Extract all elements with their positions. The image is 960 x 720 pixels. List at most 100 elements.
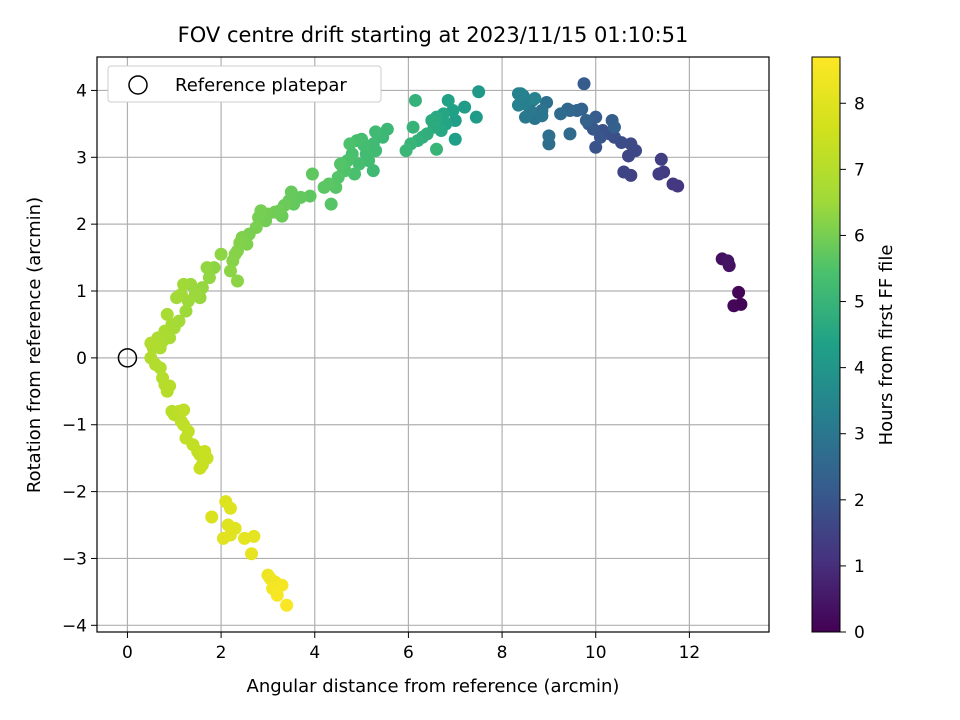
y-tick-label: −2 — [62, 483, 87, 503]
data-point — [654, 152, 668, 166]
y-tick-label: 4 — [76, 81, 87, 101]
data-point — [177, 277, 191, 291]
data-point — [202, 271, 216, 285]
colorbar-tick-label: 1 — [854, 557, 865, 577]
colorbar-tick-label: 0 — [854, 623, 865, 643]
data-point — [160, 307, 174, 321]
x-tick-label: 12 — [679, 643, 701, 663]
data-point — [607, 120, 621, 134]
colorbar — [811, 56, 841, 633]
x-tick-label: 2 — [216, 643, 227, 663]
colorbar-label: Hours from first FF file — [876, 245, 897, 446]
data-point — [324, 197, 338, 211]
data-point — [181, 424, 195, 438]
data-point — [469, 110, 483, 124]
data-point — [732, 285, 746, 299]
data-point — [252, 210, 266, 224]
data-point — [200, 451, 214, 465]
data-point — [535, 109, 549, 123]
data-point — [352, 157, 366, 171]
data-point — [406, 120, 420, 134]
data-point — [425, 114, 439, 128]
legend-marker — [128, 75, 148, 95]
data-point — [542, 129, 556, 143]
data-point — [554, 107, 568, 121]
x-tick-label: 10 — [585, 643, 607, 663]
data-point — [458, 100, 472, 114]
y-tick-label: 0 — [76, 349, 87, 369]
data-points — [144, 77, 748, 612]
x-axis-label: Angular distance from reference (arcmin) — [247, 676, 620, 697]
y-axis-ticks: −4 −3 −2 −1 0 1 2 3 4 — [62, 81, 97, 636]
data-point — [511, 98, 525, 112]
grid-lines — [97, 57, 769, 632]
data-point — [223, 528, 237, 542]
colorbar-tick-label: 7 — [854, 160, 865, 180]
x-tick-label: 0 — [122, 643, 133, 663]
data-point — [317, 180, 331, 194]
data-point — [247, 529, 261, 543]
data-point — [205, 510, 219, 524]
data-point — [280, 598, 294, 612]
data-point — [144, 336, 158, 350]
data-point — [343, 137, 357, 151]
colorbar-tick-label: 6 — [854, 226, 865, 246]
data-point — [448, 132, 462, 146]
y-tick-label: −1 — [62, 416, 87, 436]
legend-box — [107, 65, 382, 103]
data-point — [275, 578, 289, 592]
x-axis-ticks: 0 2 4 6 8 10 12 — [122, 632, 700, 663]
plot-frame — [96, 56, 770, 633]
data-point — [721, 254, 735, 268]
y-tick-label: 2 — [76, 215, 87, 235]
colorbar-tick-label: 8 — [854, 94, 865, 114]
data-point — [666, 177, 680, 191]
data-point — [270, 588, 284, 602]
y-tick-label: 1 — [76, 282, 87, 302]
data-point — [193, 461, 207, 475]
data-point — [223, 501, 237, 515]
colorbar-tick-label: 2 — [854, 491, 865, 511]
y-tick-label: −4 — [62, 616, 87, 636]
data-point — [528, 91, 542, 105]
data-point — [179, 304, 193, 318]
data-point — [577, 77, 591, 91]
data-point — [408, 93, 422, 107]
data-point — [177, 403, 191, 417]
data-point — [226, 254, 240, 268]
data-point — [727, 299, 741, 313]
data-point — [369, 125, 383, 139]
colorbar-ticks: 0 1 2 3 4 5 6 7 8 — [840, 94, 865, 643]
data-point — [223, 264, 237, 278]
data-point — [589, 140, 603, 154]
colorbar-tick-label: 5 — [854, 293, 865, 313]
data-point — [518, 110, 532, 124]
data-point — [430, 142, 444, 156]
reference-marker — [117, 348, 138, 368]
y-tick-label: 3 — [76, 148, 87, 168]
data-point — [366, 164, 380, 178]
data-point — [652, 167, 666, 181]
chart-title: FOV centre drift starting at 2023/11/15 … — [178, 23, 689, 47]
colorbar-tick-label: 3 — [854, 425, 865, 445]
data-point — [153, 361, 167, 375]
data-point — [472, 85, 486, 99]
data-point — [163, 379, 177, 393]
x-tick-label: 8 — [497, 643, 508, 663]
data-point — [334, 157, 348, 171]
data-point — [441, 93, 455, 107]
data-point — [617, 165, 631, 179]
data-point — [579, 114, 593, 128]
data-point — [399, 144, 413, 158]
legend-label: Reference platepar — [175, 75, 347, 96]
data-point — [230, 274, 244, 288]
data-point — [245, 547, 259, 561]
data-point — [331, 170, 345, 184]
y-tick-label: −3 — [62, 549, 87, 569]
colorbar-tick-label: 4 — [854, 359, 865, 379]
data-point — [305, 167, 319, 181]
data-point — [214, 247, 228, 261]
y-axis-label: Rotation from reference (arcmin) — [24, 197, 45, 493]
data-point — [514, 87, 528, 101]
